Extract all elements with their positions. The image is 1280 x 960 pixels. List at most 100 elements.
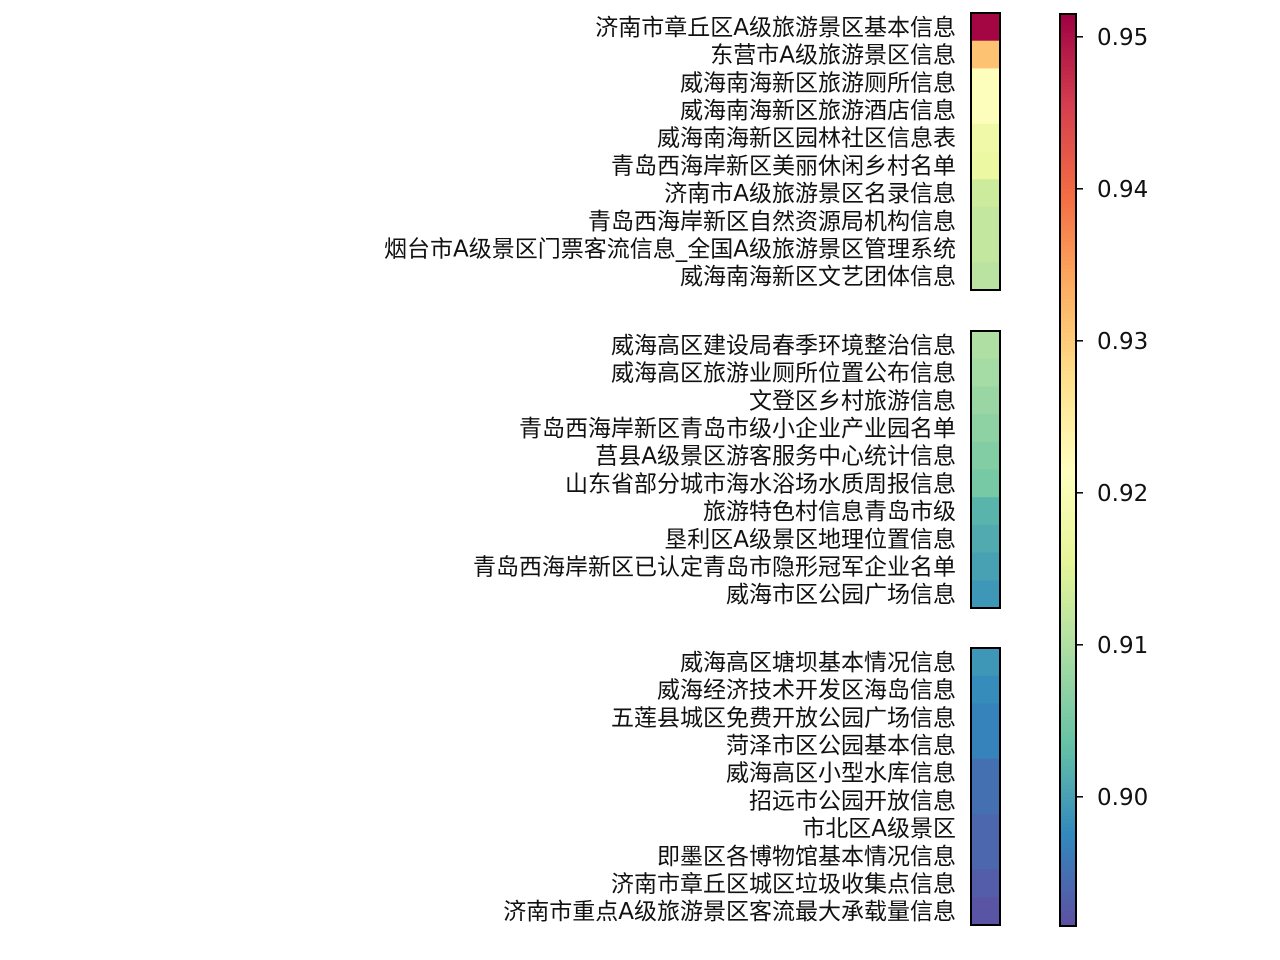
colorbar-segment [1060,884,1076,889]
colorbar-segment [1060,105,1076,110]
colorbar-segment [1060,523,1076,528]
colorbar-segment [1060,169,1076,175]
colorbar-segment [1060,728,1076,733]
row-label: 威海高区旅游业厕所位置公布信息 [611,361,956,387]
row-label: 青岛西海岸新区已认定青岛市隐形冠军企业名单 [473,554,956,580]
colorbar-segment [1060,74,1076,80]
colorbar-segment [1060,291,1076,296]
colorbar-segment [1060,747,1076,752]
heatmap-cell [971,151,1000,180]
colorbar-segment [1060,378,1076,384]
colorbar-segment [1060,561,1076,566]
heatmap-group-frame [970,330,1001,609]
colorbar-segment [1060,390,1076,395]
row-label: 青岛西海岸新区美丽休闲乡村名单 [611,153,956,179]
heatmap-cell [971,869,1000,898]
colorbar-segment [1060,454,1076,460]
colorbar-segment [1060,701,1076,707]
colorbar-segment [1060,534,1076,539]
colorbar-tick-label: 0.91 [1097,633,1148,659]
colorbar-segment [1060,211,1076,216]
colorbar-segment [1060,154,1076,159]
colorbar-segment [1060,177,1076,182]
colorbar-segment [1060,318,1076,323]
colorbar-segment [1060,891,1076,897]
colorbar-segment [1060,865,1076,870]
colorbar-segment [1060,185,1076,190]
colorbar-segment [1060,67,1076,72]
colorbar-segment [1060,770,1076,775]
colorbar-segment [1060,553,1076,558]
colorbar-segment [1060,838,1076,843]
colorbar-segment [1060,671,1076,676]
heatmap-cell [971,580,1000,609]
colorbar-segment [1060,420,1076,425]
colorbar-segment [1060,481,1076,486]
colorbar-segment [1060,918,1076,923]
colorbar-segment [1060,131,1076,137]
colorbar-segment [1060,895,1076,900]
row-label: 威海南海新区文艺团体信息 [680,264,956,290]
row-label: 东营市A级旅游景区信息 [710,43,956,69]
row-label: 菏泽市区公园基本信息 [726,733,956,759]
colorbar-segment [1060,188,1076,194]
colorbar-segment [1060,329,1076,334]
colorbar-segment [1060,276,1076,281]
colorbar-segment [1060,470,1076,475]
colorbar-tick-label: 0.94 [1097,177,1148,203]
colorbar-segment [1060,667,1076,672]
colorbar-segment [1060,135,1076,140]
colorbar-segment [1060,831,1076,836]
colorbar-segment [1060,850,1076,855]
colorbar-segment [1060,253,1076,258]
heatmap-cell [971,897,1000,926]
colorbar-segment [1060,443,1076,448]
colorbar-segment [1060,682,1076,688]
colorbar-segment [1060,112,1076,118]
colorbar-segment [1060,812,1076,817]
colorbar-tick-label: 0.93 [1097,329,1148,355]
colorbar-segment [1060,215,1076,220]
heatmap-cell [971,13,1000,42]
colorbar-segment [1060,325,1076,330]
colorbar-segment [1060,530,1076,536]
colorbar-segment [1060,888,1076,893]
heatmap-cell [971,524,1000,554]
row-label: 济南市A级旅游景区名录信息 [664,181,956,207]
colorbar-segment [1060,363,1076,368]
heatmap-cell [971,441,1000,471]
colorbar-segment [1060,793,1076,798]
row-label: 即墨区各博物馆基本情况信息 [657,844,956,870]
colorbar-segment [1060,200,1076,205]
colorbar-segment [1060,147,1076,152]
colorbar-segment [1060,557,1076,562]
colorbar-segment [1060,511,1076,517]
colorbar-segment [1060,261,1076,266]
heatmap-cell [971,841,1000,871]
colorbar-segment [1060,310,1076,315]
heatmap-cell [971,96,1000,125]
colorbar-segment [1060,219,1076,224]
colorbar-segment [1060,861,1076,866]
colorbar-segment [1060,785,1076,790]
colorbar-segment [1060,90,1076,95]
colorbar-segment [1060,173,1076,178]
colorbar-segment [1060,477,1076,482]
colorbar-segment [1060,739,1076,745]
heatmap-group-frame [970,647,1001,926]
colorbar-segment [1060,527,1076,532]
colorbar-segment [1060,872,1076,878]
colorbar-segment [1060,223,1076,228]
colorbar-segment [1060,120,1076,125]
colorbar-segment [1060,116,1076,121]
heatmap-cell [971,414,1000,443]
colorbar-segment [1060,610,1076,615]
colorbar-segment [1060,606,1076,612]
heatmap-cell [971,469,1000,498]
colorbar-segment [1060,717,1076,722]
colorbar-segment [1060,230,1076,235]
colorbar-segment [1060,910,1076,916]
colorbar-segment [1060,29,1076,34]
colorbar-segment [1060,755,1076,760]
